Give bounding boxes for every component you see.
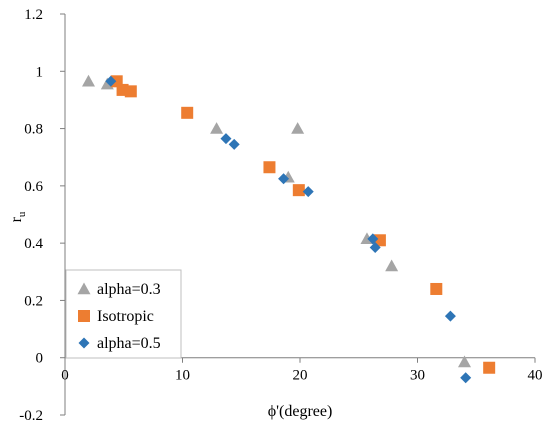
data-point-diamond <box>278 173 290 185</box>
legend-item: Isotropic <box>78 308 154 325</box>
y-tick-label: 1 <box>36 64 44 80</box>
data-point-triangle <box>210 122 224 134</box>
data-point-diamond <box>228 138 240 150</box>
data-point-diamond <box>367 233 379 245</box>
data-point-triangle <box>385 259 399 272</box>
data-point-square <box>263 161 276 174</box>
y-tick-label: -0.2 <box>19 408 43 424</box>
series-square <box>110 75 496 374</box>
data-point-diamond <box>220 133 232 145</box>
legend-diamond-icon <box>78 337 90 349</box>
tick-labels: 0 10 20 30 40 -0.2 0 0.2 0.4 0.6 0.8 1 1.2 <box>19 7 542 424</box>
x-tick-label: 30 <box>410 368 425 384</box>
data-point-square <box>430 282 443 295</box>
x-tick-label: 0 <box>61 368 69 384</box>
x-tick-label: 20 <box>293 368 308 384</box>
data-points <box>82 74 496 384</box>
data-point-square <box>124 85 137 98</box>
series-diamond <box>105 75 472 384</box>
y-tick-label: 1.2 <box>24 7 43 23</box>
data-point-diamond <box>444 310 456 322</box>
series-triangle <box>82 74 471 368</box>
y-axis-title: ru <box>8 211 28 222</box>
y-axis-label-main: r <box>8 216 25 222</box>
y-tick-label: 0.2 <box>24 293 43 309</box>
x-axis-label: ϕ'(degree) <box>268 403 333 420</box>
y-tick-label: 0.4 <box>24 236 43 252</box>
data-point-square <box>292 184 305 197</box>
y-axis-label: ru <box>8 211 28 222</box>
y-tick-label: 0.6 <box>24 179 43 195</box>
data-point-triangle <box>82 74 95 87</box>
x-tick-label: 10 <box>175 368 190 384</box>
data-point-diamond <box>369 241 381 253</box>
data-point-triangle <box>458 355 471 368</box>
x-tick-label: 40 <box>528 368 543 384</box>
legend-square-icon <box>78 310 90 322</box>
legend-item: alpha=0.5 <box>78 335 161 352</box>
x-axis-title: ϕ'(degree) <box>268 403 333 420</box>
data-point-square <box>373 234 386 247</box>
y-tick-label: 0.8 <box>24 122 43 138</box>
legend-triangle-icon <box>77 282 91 295</box>
legend-label: alpha=0.3 <box>97 281 161 298</box>
data-point-square <box>181 106 194 119</box>
legend-label: alpha=0.5 <box>97 335 161 352</box>
data-point-diamond <box>460 372 472 384</box>
legend-item: alpha=0.3 <box>77 281 161 298</box>
data-point-square <box>483 361 496 374</box>
y-axis-label-subscript: u <box>16 211 28 217</box>
legend: alpha=0.3 Isotropic alpha=0.5 <box>65 269 182 359</box>
data-point-diamond <box>105 75 117 87</box>
data-point-diamond <box>302 186 314 198</box>
y-tick-label: 0 <box>36 351 44 367</box>
legend-label: Isotropic <box>97 308 154 325</box>
data-point-triangle <box>291 122 305 134</box>
